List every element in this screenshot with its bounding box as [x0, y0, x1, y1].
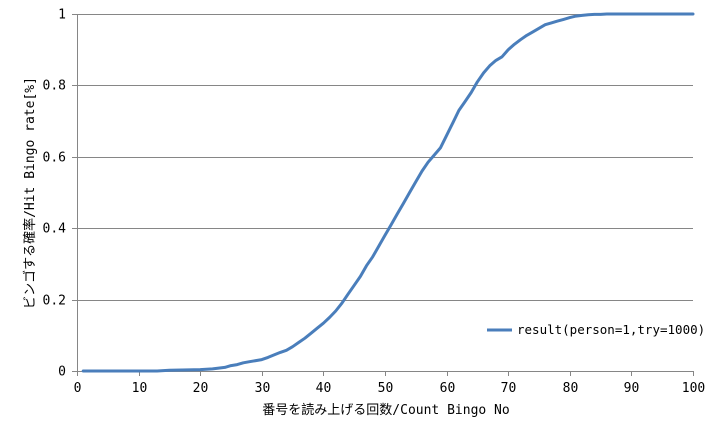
- y-tick-label: 0: [58, 365, 66, 380]
- y-tick-label: 0.6: [43, 151, 66, 166]
- y-tick-label: 0.4: [43, 222, 67, 237]
- y-tick-label: 0.8: [43, 79, 66, 94]
- axes: [77, 14, 693, 372]
- x-tick-label: 70: [501, 381, 517, 396]
- x-tick-label: 40: [316, 381, 332, 396]
- x-tick-label: 30: [255, 381, 271, 396]
- legend: result(person=1,try=1000): [487, 322, 705, 337]
- legend-label: result(person=1,try=1000): [517, 322, 705, 337]
- x-tick-label: 10: [132, 381, 148, 396]
- y-axis-title: ビンゴする確率/Hit Bingo rate[%]: [22, 77, 38, 309]
- y-axis-ticks: 0 0.2 0.4 0.6 0.8 1: [43, 8, 77, 380]
- x-tick-label: 20: [193, 381, 209, 396]
- x-axis-ticks: 0 10 20 30 40 50 60 70 80 90 100: [74, 371, 705, 396]
- y-tick-label: 0.2: [43, 294, 66, 309]
- x-tick-label: 80: [563, 381, 579, 396]
- x-tick-label: 100: [682, 381, 705, 396]
- gridlines: [77, 14, 693, 301]
- x-tick-label: 60: [440, 381, 456, 396]
- x-tick-label: 0: [74, 381, 82, 396]
- y-tick-label: 1: [58, 8, 66, 23]
- x-tick-label: 90: [624, 381, 640, 396]
- series-line: [81, 12, 695, 373]
- series-group: [81, 12, 695, 373]
- x-axis-title: 番号を読み上げる回数/Count Bingo No: [262, 402, 509, 418]
- x-tick-label: 50: [378, 381, 394, 396]
